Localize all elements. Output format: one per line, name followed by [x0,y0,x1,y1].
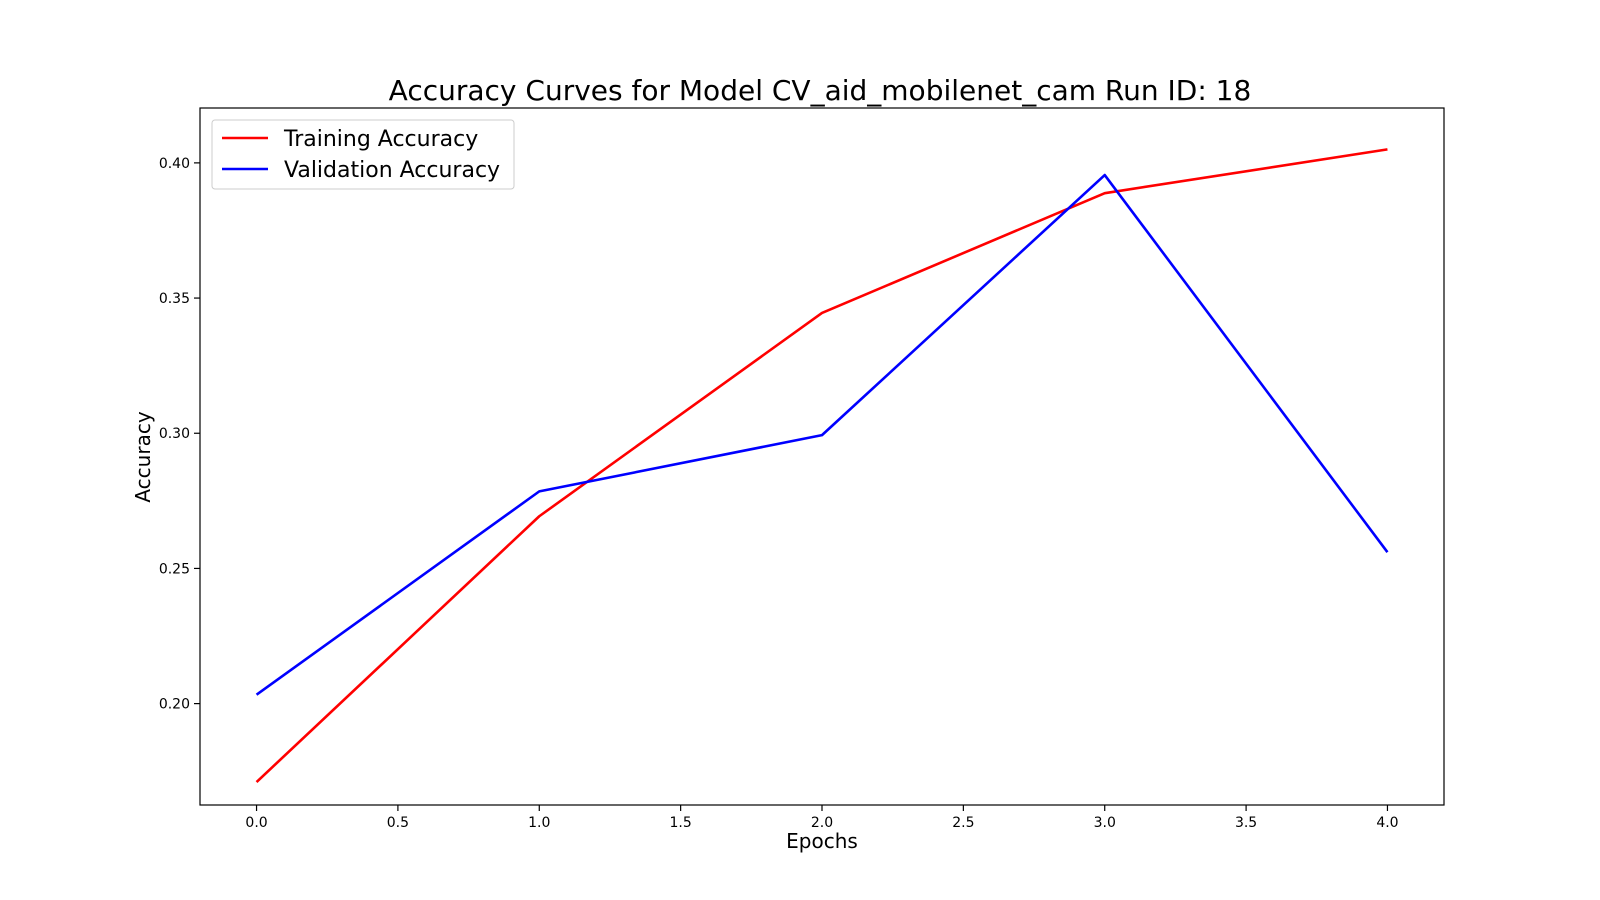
x-axis-label: Epochs [786,829,858,853]
chart-title: Accuracy Curves for Model CV_aid_mobilen… [389,74,1252,107]
x-tick-label: 1.5 [670,815,692,831]
legend-label: Training Accuracy [283,127,478,152]
y-tick-label: 0.40 [159,156,190,172]
y-axis-ticks: 0.20 0.25 0.30 0.35 0.40 [159,156,200,713]
x-tick-label: 4.0 [1376,815,1398,831]
y-tick-label: 0.20 [159,697,190,713]
x-axis-ticks: 0.0 0.5 1.0 1.5 2.0 2.5 3.0 3.5 4.0 [245,805,1399,831]
legend-label: Validation Accuracy [284,158,500,183]
series-lines [255,148,1389,783]
plot-frame [199,107,1445,806]
plot-area [199,107,1445,806]
y-tick-label: 0.25 [159,561,190,577]
series-line-validation-accuracy [255,173,1389,696]
series-line-training-accuracy [255,148,1388,783]
x-tick-label: 1.0 [528,815,550,831]
y-tick-label: 0.30 [159,426,190,442]
x-tick-label: 2.5 [952,815,974,831]
x-tick-label: 3.0 [1094,815,1116,831]
x-tick-label: 2.0 [811,815,833,831]
legend-box [211,119,515,190]
x-tick-label: 3.5 [1235,815,1257,831]
legend: Training Accuracy Validation Accuracy [211,119,515,190]
y-tick-label: 0.35 [159,291,190,307]
y-axis-label: Accuracy [131,411,155,502]
x-tick-label: 0.0 [245,815,267,831]
x-tick-label: 0.5 [387,815,409,831]
